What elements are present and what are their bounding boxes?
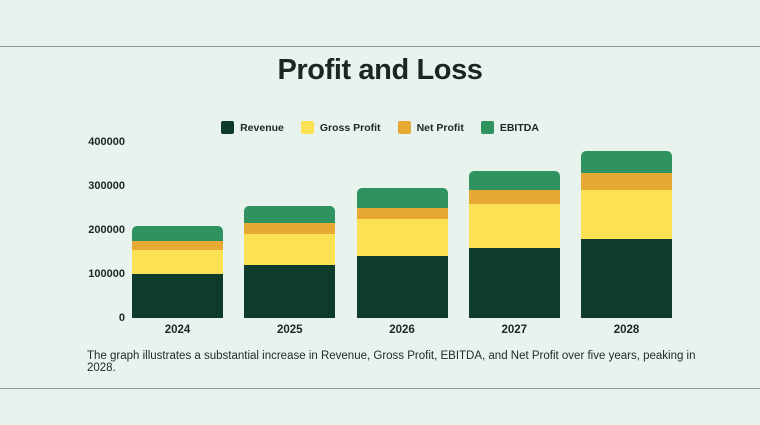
legend-label: Net Profit <box>416 121 464 134</box>
x-axis-label: 2025 <box>276 324 303 336</box>
bar-segment-gross-profit <box>581 190 672 239</box>
bar-segment-revenue <box>244 265 336 318</box>
profit-loss-chart: 0 100000 200000 300000 400000 2024 2025 2026 20… <box>0 136 760 342</box>
chart-caption: The graph illustrates a substantial incr… <box>87 350 696 374</box>
y-axis-tick-label: 100000 <box>88 268 125 280</box>
bar-segment-revenue <box>356 256 448 318</box>
bar-segment-revenue <box>581 238 672 318</box>
bar-plot-area: 2024 2025 2026 2027 2028 <box>132 142 672 336</box>
top-divider-line <box>0 46 760 47</box>
x-axis-label: 2026 <box>389 324 415 336</box>
stacked-bar-2028 <box>581 150 672 318</box>
bar-group-2026: 2026 <box>356 142 448 336</box>
x-axis-label: 2027 <box>501 324 528 336</box>
legend-label: EBITDA <box>499 121 539 134</box>
legend-label: Gross Profit <box>319 121 381 134</box>
bar-segment-net-profit <box>244 223 336 235</box>
bar-group-2028: 2028 <box>581 142 672 336</box>
legend-item-ebitda: EBITDA <box>480 121 539 134</box>
y-axis-tick-label: 200000 <box>88 224 125 236</box>
bar-segment-gross-profit <box>244 234 336 266</box>
legend-item-gross-profit: Gross Profit <box>300 121 381 134</box>
x-axis-label: 2028 <box>613 324 640 336</box>
y-axis-tick-label: 300000 <box>88 180 125 192</box>
bar-segment-revenue <box>468 247 560 318</box>
bar-group-2027: 2027 <box>468 142 560 336</box>
bar-segment-gross-profit <box>468 203 560 248</box>
bar-segment-ebitda <box>132 225 223 241</box>
bar-group-2025: 2025 <box>244 142 336 336</box>
bar-segment-gross-profit <box>132 249 223 274</box>
bottom-divider-line <box>0 388 760 389</box>
bar-segment-net-profit <box>468 190 560 204</box>
x-axis-label: 2024 <box>164 324 191 336</box>
bar-segment-net-profit <box>132 241 223 250</box>
bar-segment-ebitda <box>356 188 448 208</box>
stacked-bar-2024 <box>132 225 223 318</box>
bar-segment-ebitda <box>244 205 336 224</box>
y-axis: 0 100000 200000 300000 400000 <box>0 136 125 324</box>
y-axis-tick-label: 0 <box>118 312 125 324</box>
stacked-bar-2027 <box>468 170 560 318</box>
legend-swatch-icon <box>221 121 235 134</box>
chart-legend: Revenue Gross Profit Net Profit EBITDA <box>0 121 760 134</box>
bar-segment-net-profit <box>356 208 448 219</box>
legend-label: Revenue <box>240 121 284 134</box>
y-axis-tick-label: 400000 <box>88 136 125 148</box>
legend-item-revenue: Revenue <box>221 121 284 134</box>
page-title: Profit and Loss <box>277 54 483 86</box>
stacked-bar-2025 <box>244 205 336 318</box>
stacked-bar-2026 <box>356 188 448 318</box>
bar-segment-ebitda <box>581 150 672 173</box>
bar-segment-revenue <box>132 273 223 318</box>
bar-segment-net-profit <box>581 172 672 191</box>
legend-item-net-profit: Net Profit <box>397 121 464 134</box>
bar-segment-ebitda <box>468 170 560 191</box>
legend-swatch-icon <box>480 121 494 134</box>
legend-swatch-icon <box>300 121 314 134</box>
bar-group-2024: 2024 <box>132 142 223 336</box>
bar-segment-gross-profit <box>356 219 448 257</box>
legend-swatch-icon <box>397 121 411 134</box>
